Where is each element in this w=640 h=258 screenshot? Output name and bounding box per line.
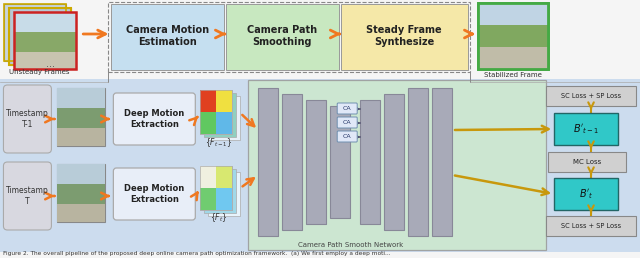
Bar (208, 96, 240, 140)
Bar (58, 204, 106, 222)
Bar (58, 184, 106, 204)
Bar (385, 95, 405, 231)
Bar (10, 8, 72, 65)
Bar (248, 80, 546, 250)
Bar (216, 112, 232, 134)
Bar (200, 112, 216, 134)
Bar (259, 89, 279, 237)
Bar (216, 188, 232, 210)
Bar (478, 3, 548, 69)
Bar (15, 12, 76, 69)
Bar (204, 93, 236, 137)
Bar (15, 32, 76, 52)
Bar (330, 106, 350, 218)
Text: CA: CA (343, 134, 351, 140)
Text: Timestamp
T: Timestamp T (6, 186, 49, 206)
Text: ...: ... (46, 59, 55, 69)
Text: Timestamp
T-1: Timestamp T-1 (6, 109, 49, 129)
FancyBboxPatch shape (337, 131, 357, 142)
Text: Steady Frame
Synthesize: Steady Frame Synthesize (366, 25, 442, 47)
Bar (58, 164, 106, 222)
Text: $B'_{t-1}$: $B'_{t-1}$ (573, 122, 599, 136)
Bar (200, 166, 232, 210)
Text: $\{F_t\}$: $\{F_t\}$ (209, 212, 227, 224)
Bar (384, 94, 404, 230)
Bar (200, 90, 232, 134)
FancyBboxPatch shape (3, 162, 51, 230)
FancyBboxPatch shape (113, 93, 195, 145)
Bar (10, 8, 72, 65)
Bar (546, 216, 636, 236)
Text: SC Loss + SP Loss: SC Loss + SP Loss (561, 223, 621, 229)
Bar (58, 88, 106, 108)
Text: CA: CA (343, 120, 351, 125)
Bar (1, 79, 640, 252)
Bar (200, 166, 232, 210)
Bar (360, 100, 380, 224)
Bar (341, 4, 468, 70)
Bar (284, 95, 303, 231)
Bar (200, 90, 232, 134)
Bar (200, 166, 216, 188)
Text: $\{F_{t-1}\}$: $\{F_{t-1}\}$ (205, 137, 232, 149)
Bar (478, 25, 548, 47)
Bar (4, 4, 67, 61)
Bar (548, 152, 626, 172)
FancyBboxPatch shape (3, 85, 51, 153)
Bar (204, 169, 236, 213)
Bar (478, 3, 548, 69)
Bar (216, 90, 232, 112)
Bar (58, 128, 106, 146)
FancyBboxPatch shape (113, 168, 195, 220)
Bar (4, 4, 67, 61)
Bar (554, 113, 618, 145)
Bar (432, 88, 452, 236)
Bar (15, 12, 76, 32)
Text: Stabilized Frame: Stabilized Frame (484, 72, 542, 78)
Text: Deep Motion
Extraction: Deep Motion Extraction (124, 184, 184, 204)
Bar (111, 4, 224, 70)
Text: Figure 2. The overall pipeline of the proposed deep online camera path optimizat: Figure 2. The overall pipeline of the pr… (3, 251, 391, 255)
Bar (409, 89, 429, 237)
Text: CA: CA (343, 107, 351, 111)
Text: Deep Motion
Extraction: Deep Motion Extraction (124, 109, 184, 129)
Bar (200, 188, 216, 210)
Text: Camera Path Smooth Network: Camera Path Smooth Network (298, 242, 403, 248)
Bar (332, 107, 351, 219)
Bar (200, 90, 216, 112)
Bar (15, 52, 76, 69)
Bar (259, 88, 278, 236)
Bar (433, 89, 453, 237)
Text: $B'_t$: $B'_t$ (579, 187, 593, 201)
Bar (408, 88, 428, 236)
FancyBboxPatch shape (337, 117, 357, 128)
FancyBboxPatch shape (337, 103, 357, 114)
Bar (15, 12, 76, 69)
Bar (227, 4, 339, 70)
Bar (58, 108, 106, 128)
Bar (546, 86, 636, 106)
Bar (307, 101, 327, 225)
Bar (554, 178, 618, 210)
Text: Camera Path
Smoothing: Camera Path Smoothing (247, 25, 317, 47)
Bar (58, 88, 106, 146)
Bar (208, 172, 240, 216)
Bar (108, 2, 470, 72)
Bar (306, 100, 326, 224)
Text: MC Loss: MC Loss (573, 159, 601, 165)
Text: Unsteady Frames: Unsteady Frames (9, 69, 70, 75)
Bar (216, 166, 232, 188)
Bar (58, 164, 106, 184)
Bar (282, 94, 302, 230)
Bar (478, 47, 548, 69)
Text: Camera Motion
Estimation: Camera Motion Estimation (126, 25, 209, 47)
Text: SC Loss + SP Loss: SC Loss + SP Loss (561, 93, 621, 99)
Bar (478, 3, 548, 25)
Bar (361, 101, 381, 225)
